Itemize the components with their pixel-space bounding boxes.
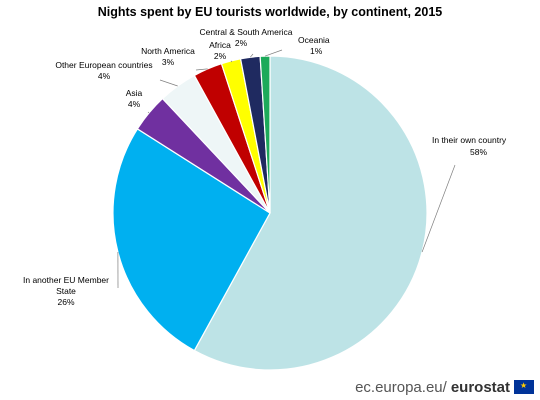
slice-value-label: 3% [162,57,175,67]
pie-slice-oceania [259,55,271,214]
slice-label: North America [141,46,195,56]
leader-line [230,60,233,63]
footer-site: ec.europa.eu/ [355,378,447,396]
slice-label: Asia [126,88,143,98]
leader-line [159,79,178,87]
slice-value-label: 2% [214,51,227,61]
slice-label: State [56,286,76,296]
slice-value-label: 1% [310,46,323,56]
slice-label: In another EU Member [23,275,109,285]
slice-value-label: 4% [98,71,111,81]
slice-label: Oceania [298,35,330,45]
slice-label: Other European countries [55,60,152,70]
slice-value-label: 2% [235,38,248,48]
slice-label: Central & South America [199,27,292,37]
slice-value-label: 4% [128,99,141,109]
slice-label: Africa [209,40,231,50]
pie-slice-in-their-own-country [193,55,428,371]
slice-value-label: 26% [57,297,74,307]
slice-value-label: 58% [470,147,487,157]
footer-brand: ec.europa.eu/eurostat [355,376,534,398]
leader-line [250,53,254,58]
slice-label: In their own country [432,135,507,145]
leader-line [421,164,456,253]
eu-flag-icon [514,380,534,394]
footer-brand-name: eurostat [450,378,510,396]
leader-line [147,111,150,114]
chart-title: Nights spent by EU tourists worldwide, b… [97,5,443,19]
leader-line [264,49,283,57]
leader-line [195,68,208,71]
